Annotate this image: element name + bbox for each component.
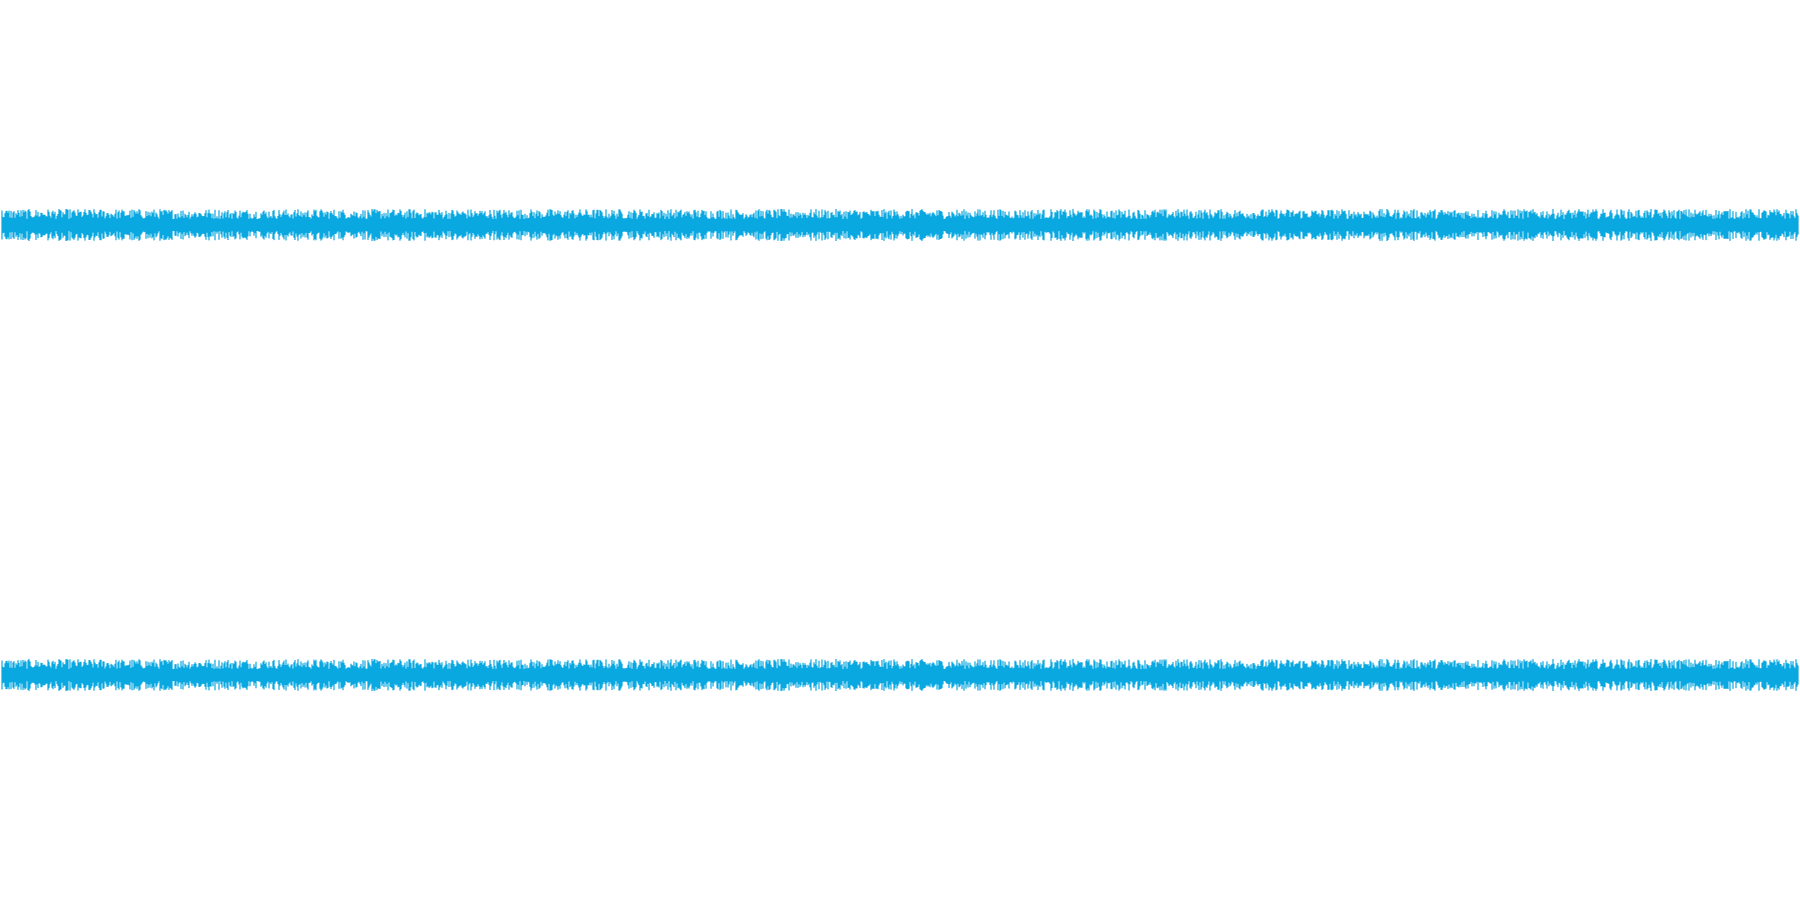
- waveform-channel-left: [0, 25, 1800, 425]
- waveform-left-svg: [1, 209, 1799, 241]
- waveform-channel-right: [0, 475, 1800, 875]
- waveform-right-path: [1, 659, 1799, 691]
- waveform-right-svg: [1, 659, 1799, 691]
- waveform-left-path: [1, 209, 1799, 241]
